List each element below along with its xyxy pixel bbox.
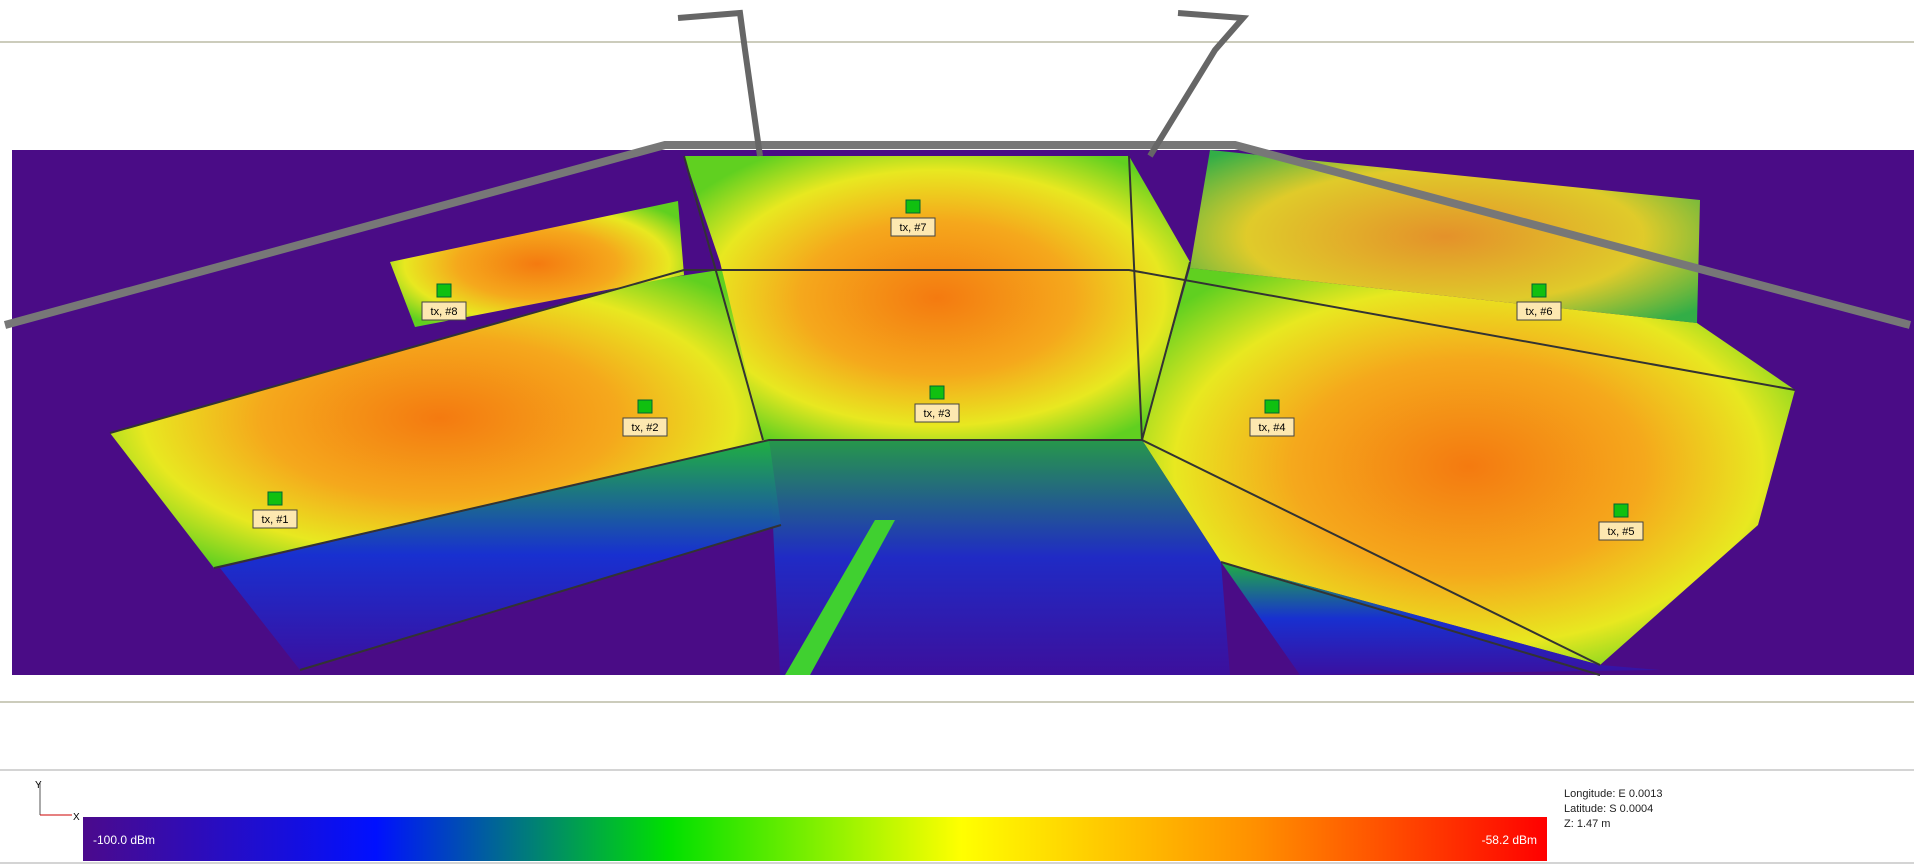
transmitter-icon	[637, 399, 653, 414]
transmitter-label-box	[1516, 301, 1562, 321]
transmitter-label: tx, #3	[924, 408, 951, 420]
transmitter: tx, #7	[890, 199, 936, 237]
transmitter: tx, #8	[421, 283, 467, 321]
coverage-left-corridor	[220, 440, 781, 670]
transmitter-label-box	[1249, 417, 1295, 437]
colorbar-min: -100.0 dBm	[93, 833, 155, 847]
transmitter-icon	[929, 385, 945, 400]
transmitter-label: tx, #5	[1608, 526, 1635, 538]
transmitter-label: tx, #6	[1526, 306, 1553, 318]
coverage-upper-left	[390, 201, 684, 327]
transmitter-label: tx, #2	[632, 422, 659, 434]
transmitter-label-box	[252, 509, 298, 529]
axis-icon: Y X	[35, 780, 80, 823]
transmitter: tx, #3	[914, 385, 960, 423]
transmitter-label: tx, #4	[1259, 422, 1286, 434]
transmitters: tx, #1 tx, #2 tx, #3 tx, #4 tx, #5 tx, #6 tx, …	[252, 199, 1644, 541]
transmitter-icon	[1613, 503, 1629, 518]
transmitter-label: tx, #7	[900, 222, 927, 234]
transmitter-label-box	[890, 217, 936, 237]
latitude: Latitude: S 0.0004	[1564, 803, 1653, 815]
transmitter: tx, #4	[1249, 399, 1295, 437]
transmitter: tx, #1	[252, 491, 298, 529]
transmitter-icon	[1531, 283, 1547, 298]
transmitter-label-box	[914, 403, 960, 423]
coverage-upper-right	[1190, 150, 1700, 323]
transmitter-icon	[1264, 399, 1280, 414]
longitude: Longitude: E 0.0013	[1564, 788, 1662, 800]
transmitter-label-box	[1598, 521, 1644, 541]
transmitter-icon	[436, 283, 452, 298]
transmitter-label: tx, #1	[262, 514, 289, 526]
z-coordinate: Z: 1.47 m	[1564, 818, 1610, 830]
colorbar	[83, 817, 1547, 861]
transmitter-label-box	[622, 417, 668, 437]
coverage-front	[769, 440, 1230, 675]
coverage-right-wing	[1142, 268, 1795, 665]
transmitter: tx, #5	[1598, 503, 1644, 541]
transmitter: tx, #2	[622, 399, 668, 437]
transmitter-label-box	[421, 301, 467, 321]
axis-x-label: X	[73, 812, 80, 823]
colorbar-max: -58.2 dBm	[1482, 833, 1537, 847]
coverage-center	[684, 156, 1190, 440]
coverage-right-corridor	[1221, 562, 1660, 675]
transmitter-icon	[267, 491, 283, 506]
transmitter-label: tx, #8	[431, 306, 458, 318]
transmitter: tx, #6	[1516, 283, 1562, 321]
transmitter-icon	[905, 199, 921, 214]
coverage-beam	[785, 520, 895, 675]
walls	[3, 9, 1912, 676]
axis-y-label: Y	[35, 780, 42, 791]
